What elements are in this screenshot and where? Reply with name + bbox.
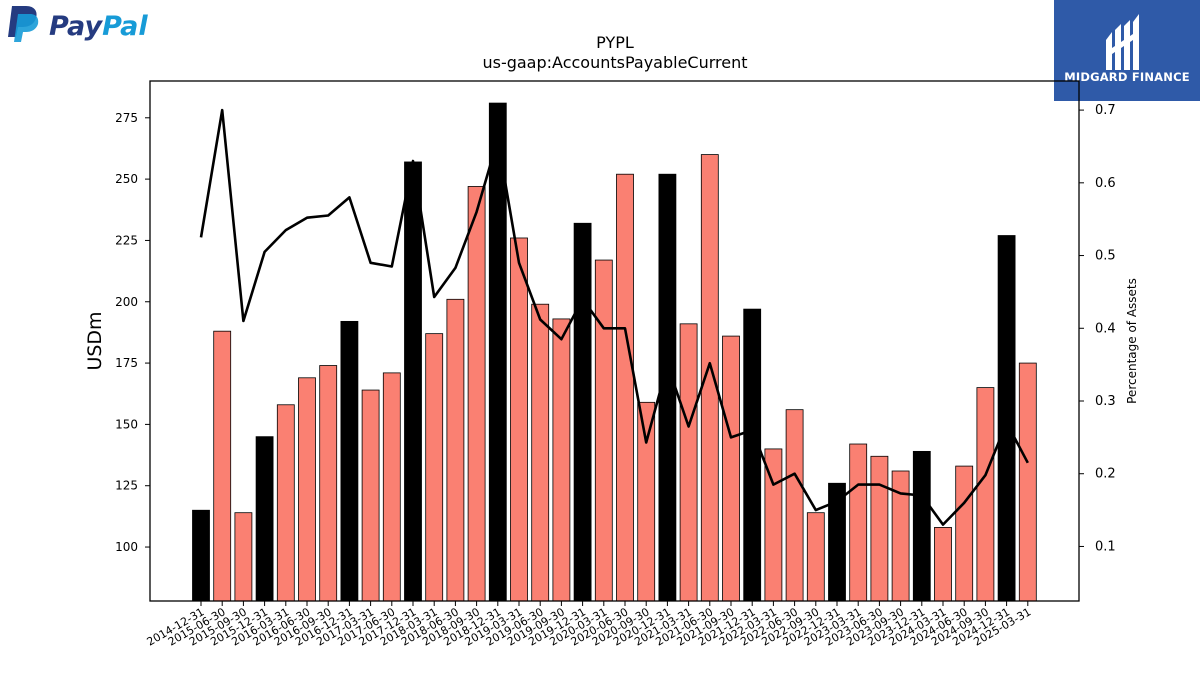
- bar-2025-03-31: [1018, 362, 1037, 602]
- paypal-logo: PayPal: [6, 4, 166, 44]
- y2-tick-label: 0.4: [1095, 321, 1116, 336]
- y-tick-label: 225: [115, 233, 138, 247]
- midgard-mark-icon: [1106, 14, 1139, 70]
- bar-2020-06-30: [616, 173, 634, 602]
- bar-2018-06-30: [446, 298, 465, 602]
- paypal-p-mark-icon: [8, 6, 39, 42]
- bar-2023-06-30: [870, 455, 889, 602]
- y2-tick-label: 0.1: [1095, 539, 1116, 554]
- bar-2019-06-30: [531, 303, 550, 602]
- bar-2024-03-31: [934, 527, 952, 602]
- paypal-wordmark-pay: Pay: [49, 11, 103, 42]
- y-tick-label: 100: [115, 540, 138, 554]
- bar-2019-03-31: [510, 237, 528, 602]
- y-axis-right: 0.1 0.2 0.3 0.4 0.5 0.6 0.7: [1079, 103, 1116, 554]
- bar-2019-12-31: [573, 222, 592, 602]
- bar-2021-12-31: [743, 308, 762, 602]
- bar-2015-12-31: [255, 436, 274, 602]
- bar-2016-03-31: [276, 404, 295, 602]
- svg-text:PayPal: PayPal: [49, 11, 148, 42]
- bar-2017-06-30: [382, 372, 401, 602]
- y2-tick-label: 0.6: [1095, 176, 1116, 191]
- paypal-wordmark-pal: Pal: [102, 11, 148, 42]
- bar-2020-09-30: [637, 401, 656, 602]
- bar-2016-09-30: [319, 365, 338, 602]
- bar-2023-03-31: [849, 443, 868, 602]
- y2-tick-label: 0.7: [1095, 103, 1116, 118]
- y-tick-label: 150: [115, 417, 138, 431]
- y2-tick-label: 0.3: [1095, 394, 1116, 409]
- y2-tick-label: 0.5: [1095, 249, 1116, 264]
- bar-2017-12-31: [404, 161, 422, 602]
- bars: [192, 102, 1037, 602]
- bar-2018-09-30: [467, 186, 486, 602]
- y-axis-label: USDm: [84, 311, 106, 370]
- bar-2021-03-31: [679, 323, 698, 602]
- bar-2015-09-30: [234, 512, 253, 602]
- y2-axis-label: Percentage of Assets: [1125, 278, 1139, 404]
- bar-2024-12-31: [997, 235, 1016, 602]
- bar-2024-09-30: [976, 387, 995, 602]
- line-series: [199, 108, 1029, 526]
- y-tick-label: 200: [115, 295, 138, 309]
- bar-2023-12-31: [912, 450, 931, 602]
- midgard-finance-logo: MIDGARD FINANCE: [1054, 0, 1200, 101]
- y-axis-left: 100 125 150 175 200 225 250 275: [115, 111, 150, 554]
- chart-title: PYPL: [596, 33, 634, 52]
- bar-2018-03-31: [425, 333, 444, 602]
- bar-2021-09-30: [722, 335, 740, 602]
- y-tick-label: 175: [115, 356, 138, 370]
- bar-2015-06-30: [213, 330, 232, 602]
- chart-subtitle: us-gaap:AccountsPayableCurrent: [482, 53, 747, 72]
- y-tick-label: 125: [115, 479, 138, 493]
- bar-2019-09-30: [552, 318, 571, 602]
- bar-2016-12-31: [340, 320, 359, 602]
- pct-of-assets-line: [199, 108, 1029, 526]
- y2-tick-label: 0.2: [1095, 467, 1116, 482]
- plot-frame: [149, 80, 1080, 602]
- y-tick-label: 250: [115, 172, 138, 186]
- x-axis: 2014-12-312015-06-302015-09-302015-12-31…: [145, 601, 1033, 649]
- bar-2014-12-31: [192, 509, 210, 602]
- bar-2022-06-30: [785, 409, 804, 602]
- y-tick-label: 275: [115, 111, 138, 125]
- bar-2024-06-30: [955, 465, 974, 602]
- bar-2016-06-30: [298, 377, 316, 602]
- bar-2017-03-31: [361, 389, 380, 602]
- bar-2022-09-30: [806, 512, 825, 602]
- midgard-wordmark: MIDGARD FINANCE: [1064, 70, 1190, 84]
- bar-2020-03-31: [594, 259, 613, 602]
